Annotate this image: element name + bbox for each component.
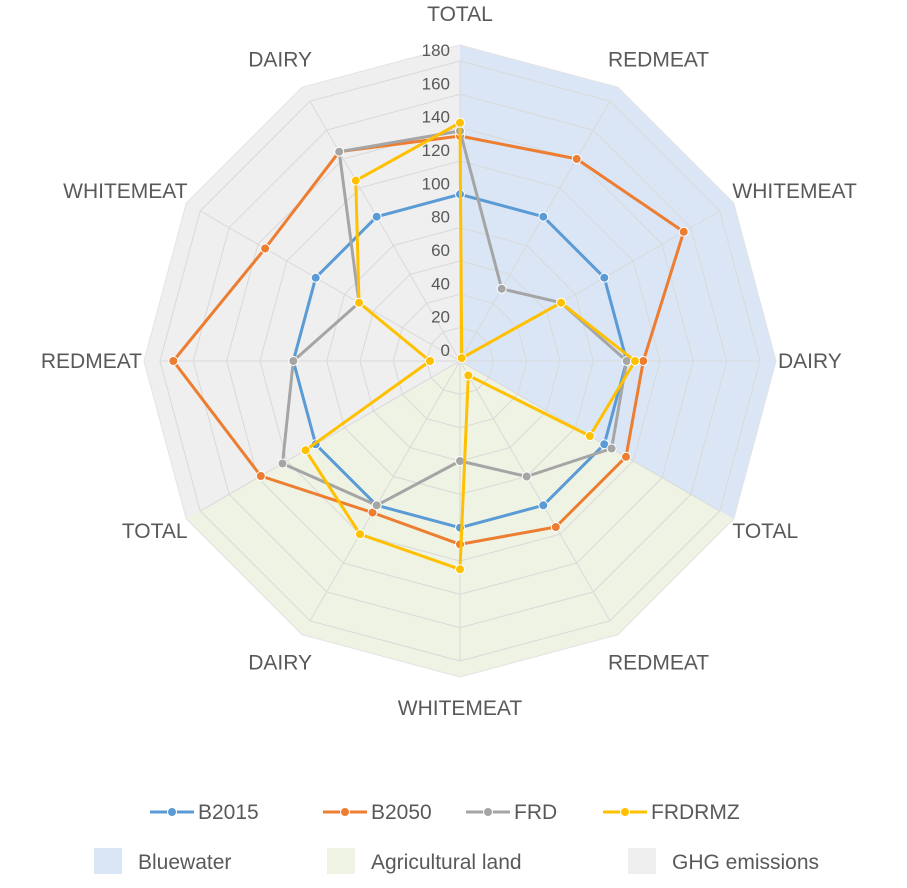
data-point	[599, 272, 610, 283]
data-point	[521, 471, 532, 482]
legend-item-b2015: B2015	[150, 801, 259, 824]
sector-legend-swatch	[327, 848, 355, 874]
tick-label: 120	[422, 141, 450, 160]
legend-label: B2015	[198, 801, 259, 824]
sector-legend-item: Bluewater	[94, 848, 231, 874]
data-point	[355, 529, 365, 540]
axis-label: DAIRY	[778, 350, 842, 373]
axis-label: WHITEMEAT	[732, 180, 857, 203]
legend-label: B2050	[371, 801, 432, 824]
tick-label: 60	[431, 241, 450, 260]
data-point	[538, 211, 549, 222]
legend-marker	[167, 807, 177, 817]
data-point	[310, 272, 321, 283]
series-legend: B2015 B2050 FRD FRDRMZ	[150, 801, 740, 824]
data-point	[255, 471, 266, 481]
data-point	[550, 522, 561, 532]
grid-spoke	[199, 210, 461, 362]
grid-spoke	[459, 100, 611, 362]
data-point	[288, 356, 299, 366]
axis-label: REDMEAT	[41, 350, 142, 373]
data-point	[571, 153, 582, 164]
grid-outer-ring	[143, 44, 777, 678]
tick-label: 140	[422, 108, 450, 127]
data-point	[606, 443, 617, 454]
tick-label: 100	[422, 174, 450, 193]
data-point	[556, 297, 566, 308]
data-point	[496, 283, 507, 294]
sector-bluewater	[460, 45, 776, 519]
data-point	[371, 211, 382, 222]
tick-label: 160	[422, 74, 450, 93]
axis-label: TOTAL	[732, 520, 798, 543]
sector-legend: Bluewater Agricultural land GHG emissions	[94, 848, 819, 874]
data-point	[300, 445, 311, 456]
grid-spoke	[199, 360, 461, 512]
data-point	[260, 243, 271, 254]
tick-label: 80	[431, 208, 450, 227]
sector-legend-swatch	[628, 848, 656, 874]
data-point	[456, 353, 467, 364]
legend-label: FRDRMZ	[651, 801, 740, 824]
data-point	[168, 356, 179, 366]
grid-spoke	[309, 100, 461, 362]
grid-spoke	[309, 360, 461, 622]
data-point	[455, 564, 465, 575]
legend-label: FRD	[514, 801, 557, 824]
radial-tick-labels: 0 20 40 60 80 100 120 140 160 180	[422, 41, 450, 360]
data-point	[630, 356, 640, 366]
axis-label: REDMEAT	[608, 49, 709, 72]
series-frdrmz	[300, 117, 640, 575]
tick-label: 20	[431, 308, 450, 327]
data-point	[463, 370, 474, 381]
legend-marker	[340, 807, 350, 817]
sector-legend-label: GHG emissions	[672, 851, 819, 874]
data-point	[354, 297, 364, 308]
legend-item-b2050: B2050	[323, 801, 432, 824]
sector-legend-label: Bluewater	[138, 851, 231, 874]
data-point	[584, 431, 595, 441]
data-point	[371, 500, 382, 511]
grid-spoke	[459, 360, 611, 622]
data-point	[350, 175, 361, 186]
axis-label: WHITEMEAT	[63, 180, 188, 203]
data-point	[367, 507, 378, 518]
data-point	[334, 146, 345, 157]
axis-label: DAIRY	[248, 49, 312, 72]
data-point	[538, 500, 549, 511]
legend-marker	[483, 807, 493, 817]
legend-marker	[620, 807, 630, 817]
axis-label: REDMEAT	[608, 651, 709, 674]
legend-item-frd: FRD	[466, 801, 557, 824]
axis-label: TOTAL	[122, 520, 188, 543]
sector-legend-swatch	[94, 848, 122, 874]
data-series	[168, 117, 689, 575]
data-point	[621, 451, 631, 462]
data-point	[678, 226, 689, 237]
tick-label: 0	[441, 341, 450, 360]
tick-label: 40	[431, 274, 450, 293]
data-point	[455, 117, 465, 128]
data-point	[599, 439, 610, 450]
axis-label: DAIRY	[248, 651, 312, 674]
category-axis-labels: TOTAL REDMEAT WHITEMEAT DAIRY TOTAL REDMEAT WH…	[41, 3, 857, 720]
axis-label: WHITEMEAT	[398, 697, 523, 720]
sector-legend-item: GHG emissions	[628, 848, 819, 874]
data-point	[638, 356, 649, 366]
sector-legend-item: Agricultural land	[327, 848, 522, 874]
data-point	[277, 458, 288, 469]
sector-ghg-emissions	[144, 45, 460, 519]
tick-label: 180	[422, 41, 450, 60]
sector-legend-label: Agricultural land	[371, 851, 522, 874]
axis-label: TOTAL	[427, 3, 493, 26]
legend-item-frdrmz: FRDRMZ	[603, 801, 740, 824]
data-point	[425, 356, 435, 366]
